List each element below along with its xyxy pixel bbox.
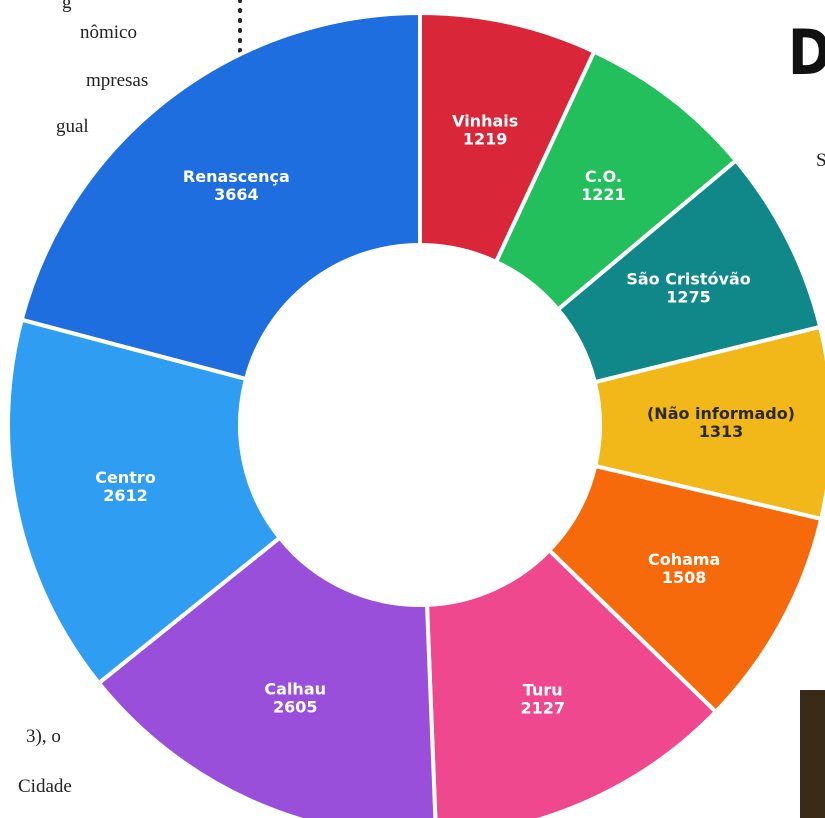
photo-edge [800, 690, 825, 818]
segment-label: Vinhais [452, 112, 518, 131]
heading-letter: D [788, 17, 825, 89]
segment-label: Turu [523, 680, 563, 699]
side-letter: S [816, 150, 825, 171]
donut-segment [19, 10, 422, 382]
segment-value: 2612 [103, 486, 148, 505]
segment-label: Renascença [183, 167, 290, 186]
segment-value: 3664 [214, 185, 259, 204]
segment-label: C.O. [585, 167, 622, 186]
segment-value: 1221 [581, 185, 626, 204]
segment-label: Cohama [648, 550, 720, 569]
donut-segment [424, 547, 719, 818]
segment-label: Centro [95, 468, 156, 487]
donut-segment [6, 317, 283, 686]
segment-label: São Cristóvão [626, 270, 750, 289]
text-fragment: nômico [80, 22, 137, 43]
text-fragment: gual [56, 116, 89, 137]
text-fragment: g [62, 0, 72, 13]
segment-label: (Não informado) [647, 404, 795, 423]
text-fragment: 3), o [26, 726, 61, 747]
text-fragment: mpresas [86, 70, 148, 91]
segment-value: 2605 [273, 697, 318, 716]
donut-segment [96, 534, 438, 818]
segment-value: 1508 [662, 568, 707, 587]
segment-value: 2127 [520, 698, 565, 717]
segment-value: 1219 [463, 130, 508, 149]
segment-label: Calhau [264, 679, 326, 698]
segment-value: 1275 [666, 288, 711, 307]
text-fragment: Cidade [18, 776, 72, 797]
segment-value: 1313 [699, 422, 744, 441]
donut-segment [546, 463, 824, 715]
